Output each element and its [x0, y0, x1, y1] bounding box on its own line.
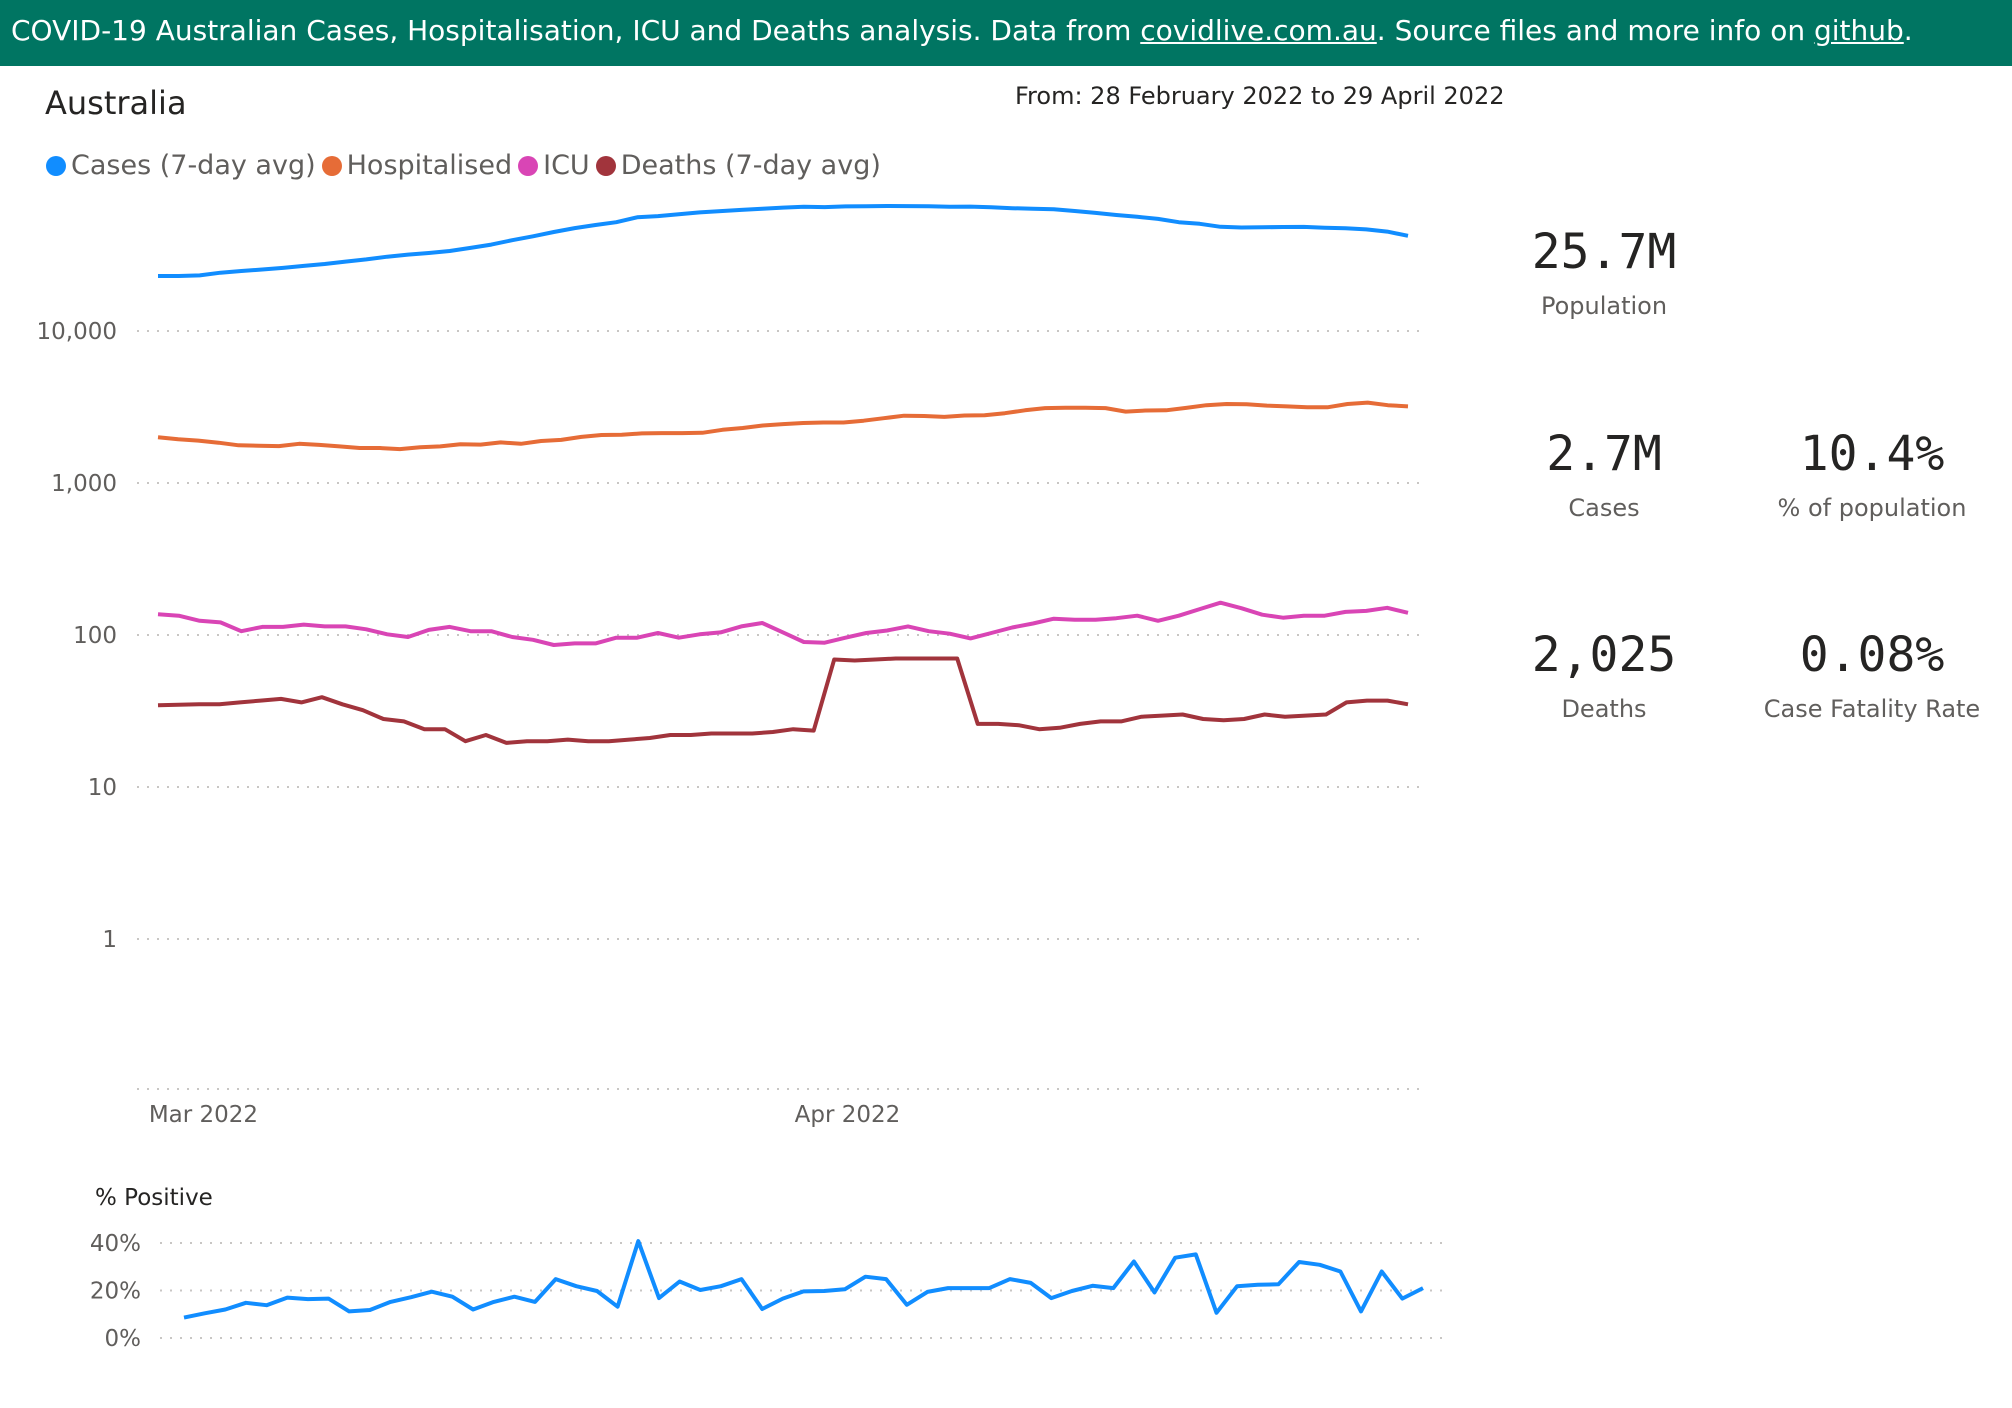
- main-line-chart[interactable]: 10,000 1,000 100 10 1 Mar 2022 Apr 2022: [0, 190, 1440, 1150]
- banner-text-mid: . Source files and more info on: [1376, 14, 1814, 47]
- banner-text-before: COVID-19 Australian Cases, Hospitalisati…: [11, 14, 1141, 47]
- series-line-0: [158, 204, 1409, 278]
- legend-dot-icon: [518, 155, 539, 176]
- y-tick-label: 0%: [105, 1326, 142, 1352]
- legend-label: Cases (7-day avg): [71, 150, 316, 181]
- pct-positive-line: [183, 1239, 1424, 1320]
- legend-dot-icon: [321, 155, 342, 176]
- pct-population-value: 10.4%: [1799, 426, 1945, 482]
- pct-positive-chart[interactable]: 40% 20% 0%: [0, 1180, 1460, 1360]
- legend-dot-icon: [595, 155, 616, 176]
- deaths-value: 2,025: [1531, 627, 1677, 683]
- y-tick-label: 100: [73, 623, 117, 649]
- series-line-1: [157, 400, 1409, 452]
- banner-text-after: .: [1903, 14, 1913, 47]
- population-value: 25.7M: [1531, 224, 1677, 280]
- y-tick-label: 10,000: [37, 319, 117, 345]
- legend-item-cases[interactable]: Cases (7-day avg): [46, 150, 316, 181]
- cfr-card: 0.08% Case Fatality Rate: [1752, 625, 1992, 723]
- legend-item-icu[interactable]: ICU: [518, 150, 590, 181]
- legend-item-hospitalised[interactable]: Hospitalised: [321, 150, 513, 181]
- region-title: Australia: [45, 84, 187, 122]
- legend-dot-icon: [46, 155, 66, 176]
- cfr-label: Case Fatality Rate: [1763, 695, 1981, 723]
- deaths-card: 2,025 Deaths: [1504, 625, 1704, 723]
- series-line-3: [157, 656, 1409, 745]
- y-tick-label: 20%: [90, 1279, 141, 1305]
- date-range: From: 28 February 2022 to 29 April 2022: [1015, 82, 1505, 110]
- x-tick-label: Mar 2022: [149, 1102, 258, 1128]
- pct-positive-title: % Positive: [95, 1185, 213, 1211]
- y-tick-label: 40%: [90, 1231, 141, 1257]
- cfr-value: 0.08%: [1799, 627, 1945, 683]
- cases-label: Cases: [1568, 494, 1640, 522]
- deaths-label: Deaths: [1561, 695, 1647, 723]
- y-tick-label: 1: [102, 927, 117, 953]
- chart-legend: Cases (7-day avg) Hospitalised ICU Death…: [46, 150, 887, 181]
- y-tick-label: 1,000: [51, 471, 117, 497]
- series-line-2: [157, 600, 1409, 647]
- cases-value: 2.7M: [1546, 426, 1662, 482]
- x-tick-label: Apr 2022: [795, 1102, 901, 1128]
- legend-label: Deaths (7-day avg): [620, 150, 881, 181]
- legend-item-deaths[interactable]: Deaths (7-day avg): [595, 150, 881, 181]
- header-banner: COVID-19 Australian Cases, Hospitalisati…: [0, 0, 2012, 66]
- pct-population-card: 10.4% % of population: [1752, 424, 1992, 522]
- github-link[interactable]: github: [1813, 14, 1904, 47]
- cases-card: 2.7M Cases: [1504, 424, 1704, 522]
- population-card: 25.7M Population: [1504, 222, 1704, 320]
- legend-label: Hospitalised: [346, 150, 513, 181]
- y-tick-label: 10: [88, 775, 117, 801]
- legend-label: ICU: [543, 150, 590, 181]
- pct-population-label: % of population: [1777, 494, 1967, 522]
- covidlive-link[interactable]: covidlive.com.au: [1140, 14, 1377, 47]
- population-label: Population: [1540, 292, 1668, 320]
